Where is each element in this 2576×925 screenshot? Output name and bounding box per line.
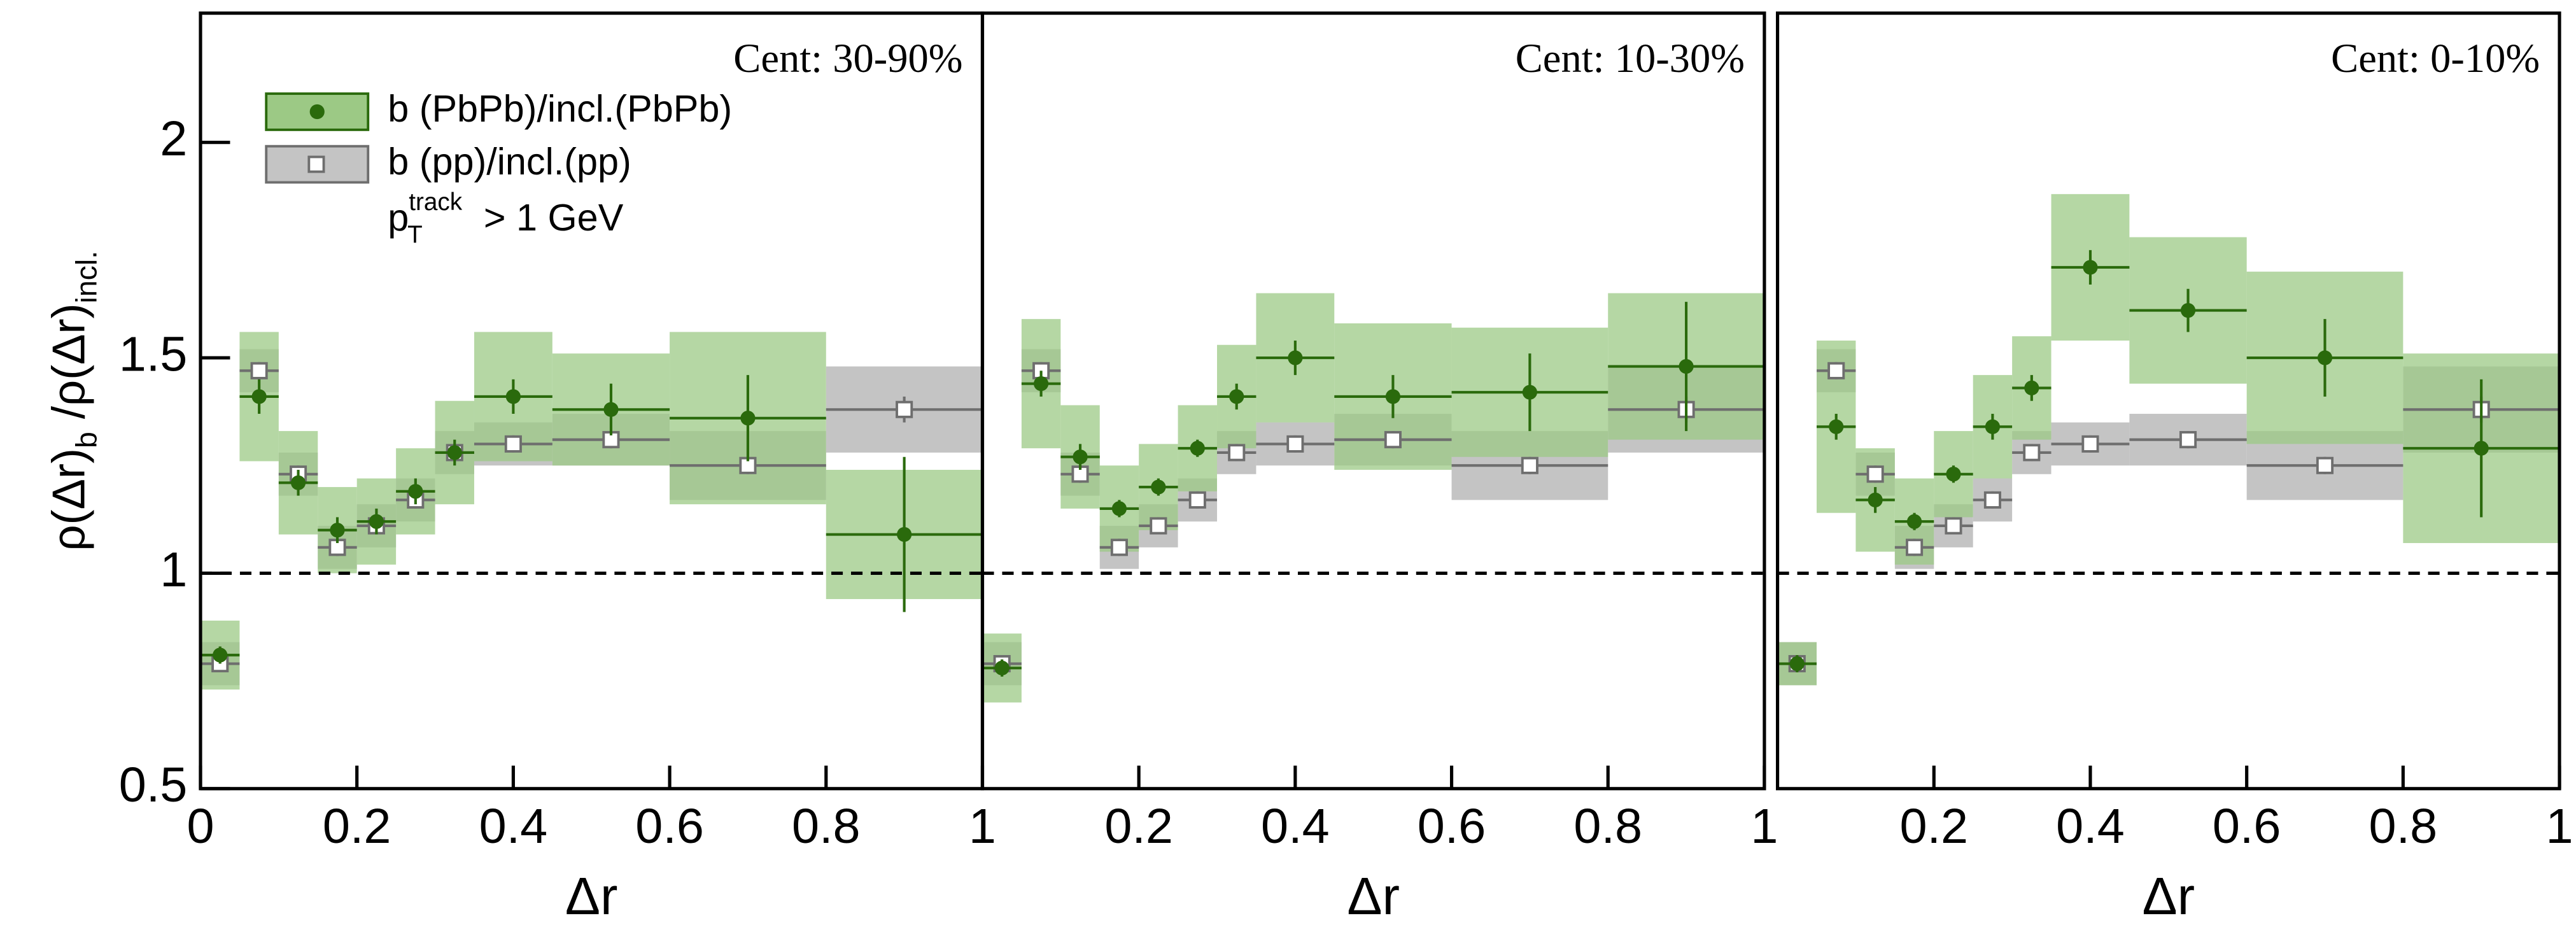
marker [369,514,384,529]
x-tick-label: 1 [2546,799,2573,854]
marker [505,389,521,404]
marker [1946,467,1961,482]
marker [1111,501,1127,516]
legend-label: b (pp)/incl.(pp) [388,140,631,183]
x-tick-label: 1 [969,799,996,854]
marker [1033,376,1049,392]
marker [2316,456,2334,474]
panel: 0.2 0.4 0.6 0.8 1 Cent: 10-30% Δr [980,11,1778,925]
marker [408,484,423,499]
marker [447,445,462,460]
marker [1385,389,1401,404]
marker [897,526,912,542]
x-tick-label: 0.8 [792,799,861,854]
marker [1522,385,1538,400]
frame [980,11,1766,791]
marker [1521,456,1538,474]
y-tick-label: 0.5 [119,758,188,812]
marker [1228,444,1246,462]
marker [2179,431,2197,449]
marker [1110,539,1128,556]
marker [1384,431,1402,449]
y-label-part: /ρ(Δr) [44,303,95,432]
marker [1229,389,1244,404]
marker [1983,491,2001,509]
x-tick-label: 0.4 [2056,799,2125,854]
marker [1866,465,1884,483]
y-tick-label: 1.5 [119,327,188,381]
marker [2474,441,2489,456]
marker [504,435,522,453]
legend-label: b (PbPb)/incl.(PbPb) [388,87,732,130]
legend-note: ptrack T > 1 GeV [388,188,623,249]
marker [2180,302,2196,318]
marker [1868,492,1883,507]
marker [1190,441,1205,456]
panel: 0 0.2 0.4 0.6 0.8 1 0.5 1 1.5 2 Cent: 30-90% Δr ρ(Δr… [44,11,996,925]
marker [2023,444,2041,462]
marker [213,647,228,663]
x-tick-label: 0 [187,799,214,854]
panel-title: Cent: 0-10% [2331,36,2540,81]
note-base: p [388,196,409,239]
panel-title: Cent: 30-90% [733,36,962,81]
x-tick-label: 0.4 [479,799,548,854]
marker [1829,419,1844,434]
marker [896,400,913,418]
marker [1827,362,1845,379]
x-tick-label: 0.8 [2369,799,2438,854]
x-tick-label: 0.6 [1418,799,1486,854]
y-tick-label: 1 [160,542,187,597]
marker [1906,514,1922,529]
marker [994,660,1010,675]
marker [1288,350,1303,365]
y-label-part: incl. [70,251,103,304]
frame [1776,11,2561,791]
x-axis-label: Δr [2142,867,2195,925]
x-axis-label: Δr [1347,867,1400,925]
marker [1073,449,1088,465]
x-tick-label: 0.8 [1573,799,1642,854]
marker [740,411,756,426]
marker [1945,517,1962,535]
x-tick-label: 0.2 [1104,799,1173,854]
marker [1789,656,1805,672]
x-tick-label: 1 [1750,799,1778,854]
marker [2317,350,2333,365]
y-axis-label: ρ(Δr)b /ρ(Δr)incl. [44,251,103,551]
note-text: > 1 GeV [473,196,623,239]
x-tick-label: 0.2 [1899,799,1968,854]
x-tick-label: 0.6 [2213,799,2281,854]
marker [603,402,619,417]
y-tick-label: 2 [160,111,187,166]
marker [2024,380,2039,396]
y-label-part: ρ(Δr) [44,448,95,551]
panel: 0.2 0.4 0.6 0.8 1 Cent: 0-10% Δr [1776,11,2573,925]
y-label-part: b [70,432,103,448]
marker [1150,517,1167,535]
marker [2083,260,2098,275]
marker [250,362,268,379]
legend-marker [309,104,325,120]
legend-marker [307,155,325,173]
marker [1151,479,1166,495]
marker [2081,435,2099,453]
x-tick-label: 0.6 [635,799,704,854]
x-axis-label: Δr [565,867,618,925]
marker [330,523,345,538]
marker [1985,419,2001,434]
marker [290,475,306,490]
x-tick-label: 0.2 [323,799,391,854]
marker [1286,435,1304,453]
note-sub: T [407,222,423,249]
marker [251,389,267,404]
marker [1906,539,1924,556]
marker [1679,358,1694,374]
marker [1188,491,1206,509]
note-sup: track [409,188,463,216]
x-tick-label: 0.4 [1261,799,1330,854]
panel-title: Cent: 10-30% [1516,36,1745,81]
